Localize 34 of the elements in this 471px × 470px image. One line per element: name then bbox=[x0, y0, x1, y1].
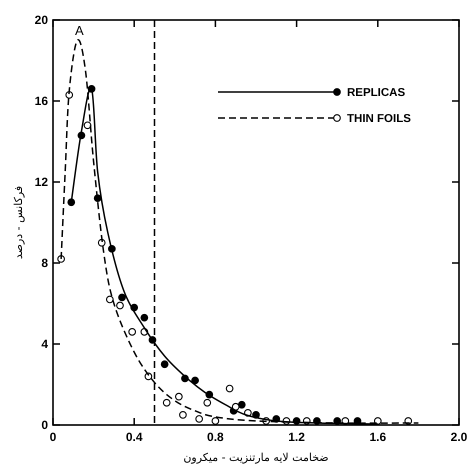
point bbox=[118, 294, 126, 302]
point bbox=[238, 400, 246, 409]
annotation: A bbox=[75, 23, 84, 38]
x-tick-label: 2.0 bbox=[450, 430, 468, 444]
point bbox=[203, 398, 212, 407]
y-axis-title: فرکانس - درصد bbox=[12, 186, 25, 260]
y-tick-label: 0 bbox=[41, 418, 48, 432]
x-tick-label: 0.4 bbox=[126, 430, 143, 444]
y-tick-label: 12 bbox=[34, 175, 48, 189]
x-tick-label: 0 bbox=[50, 430, 57, 444]
y-tick-label: 8 bbox=[41, 256, 48, 270]
legend-label: THIN FOILS bbox=[347, 113, 412, 125]
point bbox=[195, 415, 204, 423]
point bbox=[84, 121, 92, 130]
point bbox=[160, 360, 168, 368]
y-tick-label: 4 bbox=[41, 337, 48, 351]
y-tick-label: 16 bbox=[34, 94, 48, 108]
point bbox=[226, 384, 234, 392]
x-axis-title: ضخامت لایه مارتنزیت - میکرون bbox=[183, 451, 329, 464]
x-tick-label: 1.6 bbox=[369, 430, 386, 444]
point bbox=[106, 296, 114, 304]
legend-label: REPLICAS bbox=[347, 87, 406, 99]
point bbox=[191, 376, 199, 384]
point bbox=[175, 392, 183, 400]
x-tick-label: 1.2 bbox=[288, 430, 306, 444]
point bbox=[116, 302, 124, 310]
y-tick-label: 20 bbox=[34, 13, 48, 27]
point bbox=[162, 398, 171, 407]
point bbox=[67, 198, 76, 206]
point bbox=[212, 417, 220, 425]
point bbox=[128, 328, 136, 336]
x-tick-label: 0.8 bbox=[207, 430, 224, 444]
point bbox=[140, 314, 148, 322]
point bbox=[179, 411, 187, 419]
